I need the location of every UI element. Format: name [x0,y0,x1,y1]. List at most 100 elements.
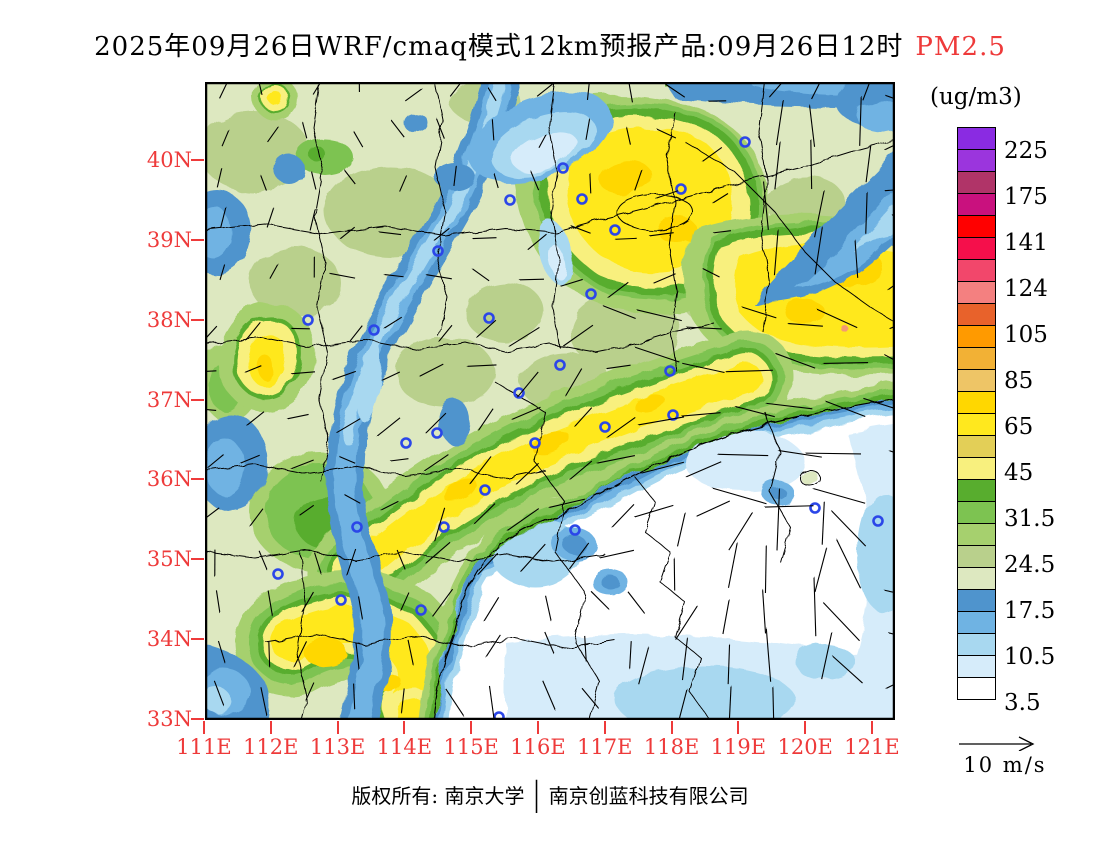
wind-vector-arrow [566,368,583,396]
city-marker [667,409,679,421]
wind-vector-arrow [814,489,866,504]
wind-vector-arrow [639,416,685,425]
wind-vector-arrow [676,513,686,547]
wind-vector-arrow [767,403,813,410]
wind-vector-arrow [518,371,539,397]
city-marker [483,312,495,324]
colorbar-segment [957,435,996,458]
wind-vector-arrow [686,461,722,477]
wind-vector-arrow [865,145,871,183]
lat-tick-label: 33N [146,706,192,731]
colorbar-label: 175 [1004,184,1048,210]
wind-vector-arrow [216,590,219,612]
wind-vector-arrow [590,174,591,194]
wind-vector-arrow [549,498,586,507]
wind-vector-arrow [354,683,355,709]
colorbar-segment [957,413,996,436]
wind-reference-label: 10 m/s [963,753,1047,777]
wind-vector-arrow [258,82,263,96]
colorbar-segment [957,391,996,414]
wind-vector-arrow [713,488,767,505]
lon-tick [470,721,473,734]
colorbar [957,127,996,700]
lon-tick [269,721,272,734]
city-marker [664,365,676,377]
wind-vector-arrow [205,370,217,373]
city-marker [585,288,597,300]
wind-vector-arrow [538,135,546,149]
lat-tick-label: 40N [146,148,192,172]
wind-vector-arrow [630,641,632,668]
wind-reference: 10 m/s [945,733,1065,777]
wind-vector-arrow [865,193,867,234]
wind-vector-arrow [885,355,895,361]
wind-vector-arrow [470,456,492,483]
colorbar-segment [957,611,996,634]
wind-vector-arrow [714,231,732,233]
wind-vector-arrow [217,640,225,663]
lon-tick-label: 117E [577,735,633,759]
wind-vector-arrow [571,226,591,234]
wind-vector-arrow [521,543,546,571]
wind-vector-arrow [303,123,307,139]
wind-vector-arrow [445,688,464,716]
city-marker [335,594,347,606]
wind-vector-arrow [763,590,766,634]
city-marker [351,521,363,533]
wind-vector-arrow [509,326,540,346]
wind-vector-arrow [634,171,642,191]
colorbar-segment [957,127,996,150]
wind-vector-arrow [492,119,493,141]
title-variable: PM2.5 [915,32,1006,62]
wind-vector-arrow [859,97,862,146]
wind-vector-arrow [258,550,267,570]
wind-vector-arrow [775,101,783,146]
colorbar-label: 3.5 [1004,690,1041,716]
wind-vector-arrow [727,645,729,685]
wind-vector-arrow [512,406,541,419]
wind-vector-arrow [765,506,814,508]
colorbar-segment [957,149,996,172]
lon-tick-label: 111E [176,735,232,759]
wind-vector-arrow [821,502,824,545]
wind-vector-arrow [788,324,823,327]
wind-vector-arrow [445,634,455,662]
pm25-contour-map [205,82,895,720]
colorbar-segment [957,655,996,678]
lat-tick [191,558,204,561]
wind-vector-arrow [597,455,635,464]
wind-vector-arrow [703,146,723,161]
colorbar-unit: (ug/m3) [930,84,1022,110]
wind-vector-arrow [768,82,785,98]
colorbar-segment [957,523,996,546]
wind-vector-arrow [473,269,490,282]
wind-vector-arrow [608,416,636,437]
lon-tick [603,721,606,734]
wind-vector-arrow [494,174,498,189]
lon-tick [804,721,807,734]
wind-vector-arrow [250,508,264,526]
colorbar-label: 10.5 [1004,644,1056,670]
wind-vector-arrow [603,306,636,320]
wind-vector-arrow [590,590,609,609]
wind-vector-arrow [300,504,315,515]
lat-tick-label: 37N [146,387,192,412]
wind-vector-arrow [269,265,278,279]
wind-vector-arrow [742,307,777,319]
wind-vector-arrow [697,500,731,516]
lat-tick [191,318,204,321]
city-marker [513,387,525,399]
wind-vector-arrow [528,233,547,249]
colorbar-segment [957,589,996,612]
copyright-prefix: 版权所有: [351,784,445,808]
lat-tick-label: 34N [146,627,192,652]
wind-vector-arrow [391,459,409,461]
wind-vector-arrow [396,549,405,569]
wind-vector-arrow [333,370,356,379]
colorbar-segment [957,545,996,568]
wind-vector-arrow [488,685,494,719]
lon-tick-label: 118E [643,735,700,759]
colorbar-segment [957,215,996,238]
wind-vector-arrow [627,591,644,613]
